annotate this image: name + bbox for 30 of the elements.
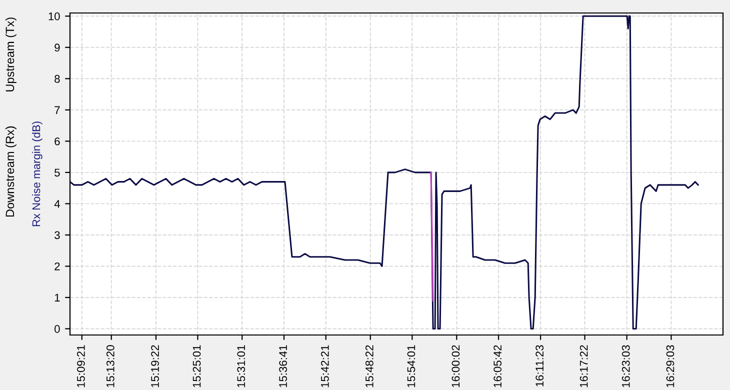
y-tick-label: 0 bbox=[54, 325, 60, 333]
y-tick-label: 2 bbox=[54, 262, 60, 270]
x-tick-label: 16:17:22 bbox=[580, 345, 588, 388]
x-tick-label: 15:09:21 bbox=[77, 345, 85, 388]
x-tick-label: 15:54:01 bbox=[407, 345, 416, 388]
x-tick-label: 16:23:03 bbox=[622, 345, 630, 388]
text: Upstream (Tx) bbox=[5, 18, 16, 92]
y-tick-label: 1 bbox=[54, 294, 60, 302]
y-axis-title: Rx Noise margin (dB) bbox=[32, 122, 42, 226]
x-tick-label: 15:25:01 bbox=[192, 345, 201, 388]
x-tick-label: 16:05:42 bbox=[494, 345, 502, 388]
y-tick-label: 4 bbox=[54, 200, 60, 208]
text: Downstream (Rx) bbox=[5, 126, 16, 217]
x-tick-label: 16:11:23 bbox=[536, 345, 544, 386]
x-tick-label: 15:48:22 bbox=[365, 345, 374, 388]
x-tick-label: 16:29:03 bbox=[666, 345, 674, 388]
x-tick-label: 15:42:21 bbox=[320, 345, 329, 388]
y-tick-label: 5 bbox=[54, 168, 60, 177]
y-tick-label: 3 bbox=[54, 231, 60, 240]
y-tick-label: 7 bbox=[54, 106, 60, 114]
x-tick-label: 15:31:01 bbox=[237, 345, 246, 388]
line-series bbox=[70, 15, 699, 330]
y-tick-label: 6 bbox=[54, 137, 60, 146]
y-tick-label: 9 bbox=[54, 44, 60, 52]
y-tick-label: 8 bbox=[54, 74, 60, 83]
x-tick-label: 15:13:20 bbox=[106, 345, 114, 388]
x-tick-label: 15:36:41 bbox=[279, 345, 287, 388]
x-tick-label: 16:00:02 bbox=[452, 345, 460, 388]
y-tick-label: 10 bbox=[48, 12, 60, 20]
x-tick-label: 15:19:22 bbox=[151, 345, 159, 388]
